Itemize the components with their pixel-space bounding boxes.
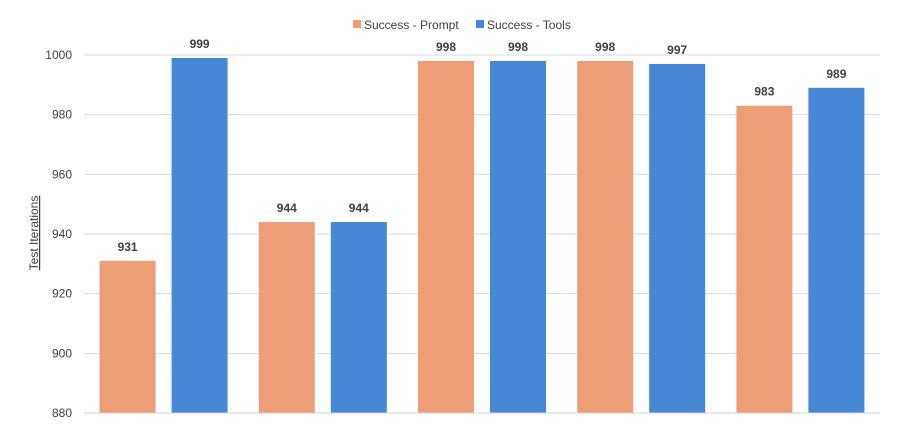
data-labels: 931 999 944 944 998 998 998 997 983 989 [118, 37, 847, 254]
bar-series-0-category-2 [418, 60, 474, 413]
bar-series-0-category-3 [577, 60, 634, 413]
bar-series-0-category-4 [736, 105, 793, 413]
bar-series-1-category-2 [490, 60, 546, 413]
bar-series-1-category-3 [649, 63, 706, 413]
bar-series-1-category-4 [808, 87, 865, 414]
y-axis-ticks: 880 900 920 940 960 980 1000 [45, 48, 72, 420]
legend-label-success-prompt: Success - Prompt [364, 18, 459, 32]
bar-series-0-category-0 [99, 260, 156, 413]
bars [99, 57, 865, 414]
data-label-series-0-category-0: 931 [118, 240, 138, 254]
y-tick-label-920: 920 [52, 287, 72, 301]
data-label-series-1-category-3: 997 [667, 43, 687, 57]
y-tick-label-960: 960 [52, 167, 72, 181]
legend-label-success-tools: Success - Tools [487, 18, 571, 32]
y-tick-label-980: 980 [52, 108, 72, 122]
data-label-series-1-category-4: 989 [826, 67, 846, 81]
bar-series-0-category-1 [258, 222, 315, 413]
legend-swatch-success-tools [476, 20, 484, 28]
y-tick-label-880: 880 [52, 406, 72, 420]
data-label-series-0-category-1: 944 [277, 201, 297, 215]
data-label-series-0-category-4: 983 [754, 85, 774, 99]
bar-series-1-category-1 [330, 222, 387, 413]
data-label-series-1-category-0: 999 [190, 37, 210, 51]
data-label-series-1-category-2: 998 [508, 40, 528, 54]
y-tick-label-940: 940 [52, 227, 72, 241]
legend-swatch-success-prompt [353, 20, 361, 28]
y-axis-label: Test Iterations [27, 196, 41, 271]
data-label-series-0-category-2: 998 [436, 40, 456, 54]
data-label-series-1-category-1: 944 [349, 201, 369, 215]
bar-series-1-category-0 [171, 57, 228, 413]
data-label-series-0-category-3: 998 [595, 40, 615, 54]
legend: Success - Prompt Success - Tools [353, 18, 571, 32]
y-tick-label-900: 900 [52, 346, 72, 360]
y-tick-label-1000: 1000 [45, 48, 72, 62]
